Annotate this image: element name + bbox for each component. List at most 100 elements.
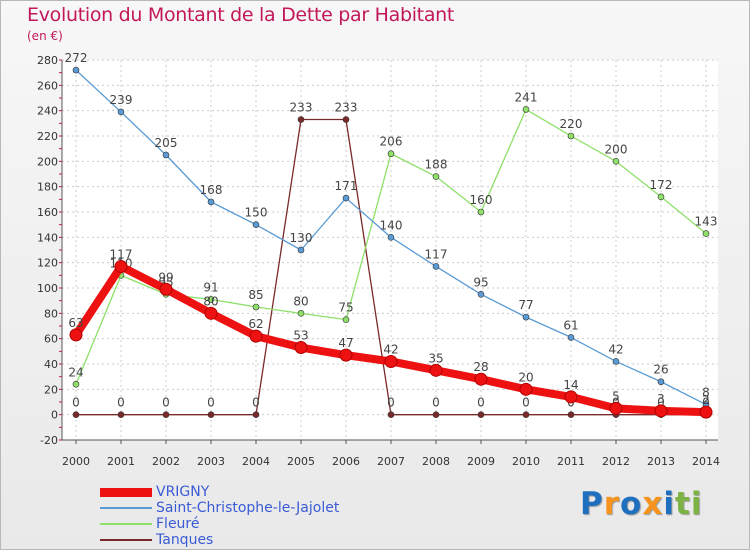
data-label-fleur-: 200 [605,142,628,156]
data-point-fleur- [657,193,665,201]
data-label-fleur-: 220 [560,117,583,131]
data-point-tanques [387,411,395,418]
data-label-saint-christophe-le-jajolet: 95 [473,275,488,289]
legend-swatch-vrigny [100,487,152,497]
data-label-tanques: 0 [162,396,170,410]
legend-label-tanques: Tanques [156,532,214,548]
data-point-tanques [207,411,215,418]
data-label-vrigny: 35 [428,351,443,365]
data-label-vrigny: 3 [657,392,665,406]
data-point-saint-christophe-le-jajolet [117,108,125,116]
data-point-vrigny [204,306,218,320]
data-label-saint-christophe-le-jajolet: 168 [200,183,223,197]
data-label-fleur-: 91 [203,280,218,294]
legend-item-vrigny: VRIGNY [100,484,339,500]
data-label-fleur-: 206 [380,135,403,149]
y-tick-label: 120 [37,257,58,270]
data-point-saint-christophe-le-jajolet [432,263,440,270]
legend-swatch-saint-christophe [100,507,152,509]
x-tick-label: 2003 [197,455,225,468]
data-point-vrigny [474,372,488,386]
data-label-tanques: 233 [290,101,313,115]
legend-swatch-tanques [100,539,152,541]
plot-area [62,60,718,440]
y-tick-label: 240 [37,105,58,118]
data-point-vrigny [339,348,353,362]
data-point-tanques [297,116,305,123]
data-point-fleur- [297,310,305,317]
data-point-vrigny [294,341,308,355]
y-tick-label: 140 [37,231,58,244]
data-label-tanques: 0 [252,396,260,410]
logo-letter: x [642,486,664,522]
data-point-tanques [342,116,350,123]
data-point-tanques [522,411,530,418]
y-tick-label: 40 [44,358,58,371]
legend-item-fleure: Fleuré [100,516,339,532]
data-label-saint-christophe-le-jajolet: 272 [65,51,88,65]
data-label-fleur-: 75 [338,301,353,315]
data-label-vrigny: 80 [203,294,218,308]
legend-label-vrigny: VRIGNY [156,484,210,500]
x-tick-label: 2008 [422,455,450,468]
data-label-fleur-: 143 [695,215,718,229]
legend-swatch-fleure [100,523,152,525]
data-point-fleur- [612,158,620,165]
data-point-tanques [567,411,575,418]
y-tick-label: 280 [37,54,58,67]
data-label-fleur-: 172 [650,178,673,192]
data-point-fleur- [702,230,710,237]
data-label-saint-christophe-le-jajolet: 8 [702,386,710,400]
x-tick-label: 2000 [62,455,90,468]
data-label-vrigny: 28 [473,360,488,374]
data-point-vrigny [564,390,578,404]
data-point-saint-christophe-le-jajolet [297,246,305,254]
legend-label-saint-christophe: Saint-Christophe-le-Jajolet [156,500,340,516]
y-tick-label: 60 [44,333,58,346]
data-point-fleur- [522,106,530,113]
data-label-vrigny: 99 [158,270,173,284]
data-label-tanques: 0 [477,396,485,410]
data-point-saint-christophe-le-jajolet [477,291,485,298]
proxiti-logo: Proxiti [580,486,702,522]
data-label-fleur-: 24 [68,365,83,379]
x-tick-label: 2009 [467,455,495,468]
logo-letter: t [674,486,691,522]
data-point-vrigny [519,382,533,396]
data-point-saint-christophe-le-jajolet [657,378,665,386]
y-tick-label: 0 [51,409,58,422]
data-label-saint-christophe-le-jajolet: 140 [380,218,403,232]
x-tick-label: 2013 [647,455,675,468]
data-label-vrigny: 47 [338,336,353,350]
data-point-fleur- [207,296,215,303]
data-point-saint-christophe-le-jajolet [252,221,260,228]
data-label-saint-christophe-le-jajolet: 77 [518,298,533,312]
data-label-tanques: 0 [432,396,440,410]
data-point-fleur- [432,173,440,180]
data-point-saint-christophe-le-jajolet [162,151,170,159]
x-tick-label: 2002 [152,455,180,468]
data-label-fleur-: 80 [293,294,308,308]
data-label-vrigny: 63 [68,316,83,330]
x-tick-label: 2007 [377,455,405,468]
data-point-fleur- [252,303,260,311]
data-point-fleur- [342,316,350,323]
data-label-saint-christophe-le-jajolet: 205 [155,136,178,150]
data-label-vrigny: 117 [110,247,133,261]
data-label-fleur-: 241 [515,90,538,104]
data-point-vrigny [69,328,83,342]
legend-item-saint-christophe: Saint-Christophe-le-Jajolet [100,500,339,516]
data-point-tanques [432,411,440,418]
data-point-fleur- [477,208,485,216]
data-point-saint-christophe-le-jajolet [207,198,215,206]
data-point-tanques [477,411,485,418]
legend-item-tanques: Tanques [100,532,339,548]
logo-letter: i [663,486,675,522]
data-point-saint-christophe-le-jajolet [567,334,575,341]
data-point-vrigny [384,354,398,368]
data-point-saint-christophe-le-jajolet [612,358,620,365]
data-label-fleur-: 160 [470,193,493,207]
data-label-saint-christophe-le-jajolet: 42 [608,342,623,356]
data-label-saint-christophe-le-jajolet: 150 [245,206,268,220]
data-label-saint-christophe-le-jajolet: 171 [335,179,358,193]
